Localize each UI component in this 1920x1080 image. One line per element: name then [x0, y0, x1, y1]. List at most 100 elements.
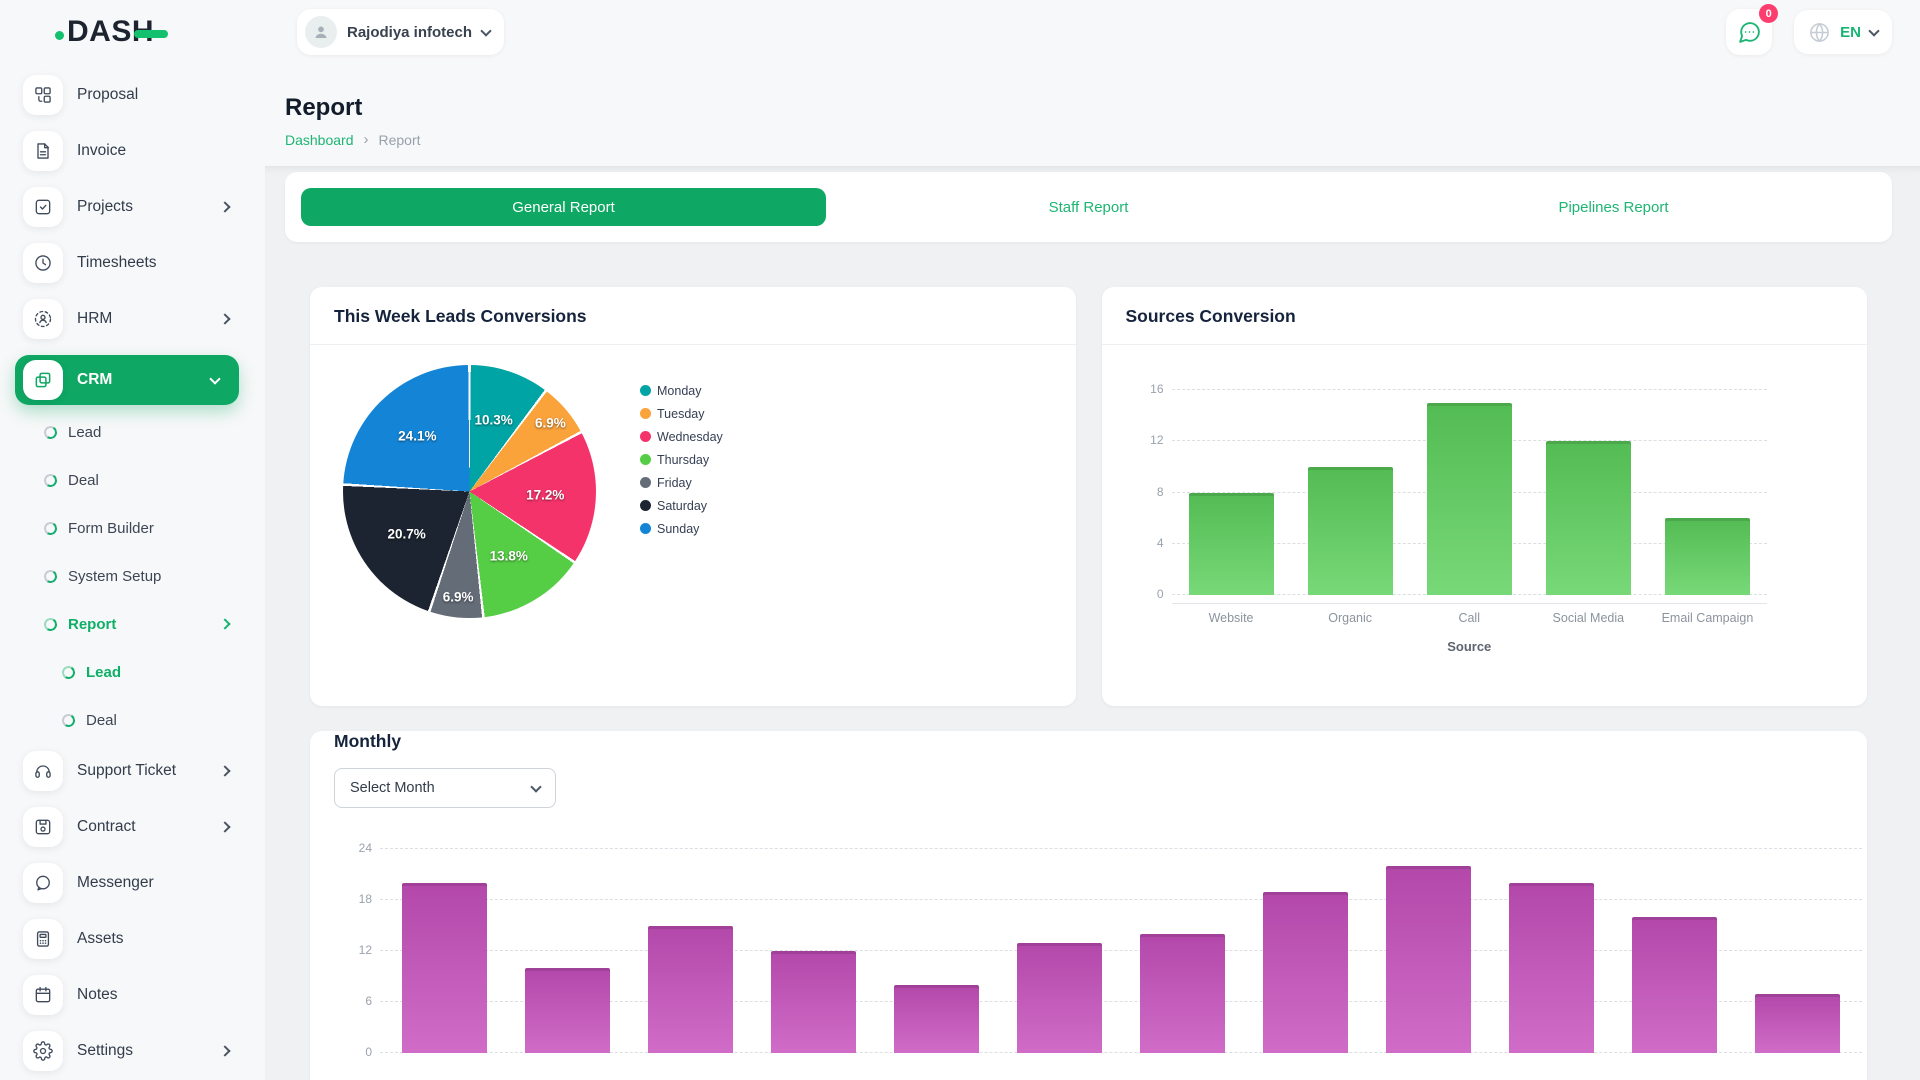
sidebar-item-deal[interactable]: Deal	[0, 463, 265, 497]
chevron-down-icon	[530, 780, 542, 793]
sidebar-item-projects[interactable]: Projects	[0, 187, 265, 227]
gridline: 6	[365, 994, 1862, 1008]
messenger-icon	[23, 863, 63, 903]
page-title: Report	[285, 94, 363, 121]
bullet-icon	[42, 616, 59, 632]
sidebar-item-messenger[interactable]: Messenger	[0, 863, 265, 903]
chevron-down-icon	[1868, 24, 1880, 37]
tab-pipelines-report[interactable]: Pipelines Report	[1558, 198, 1669, 216]
company-name: Rajodiya infotech	[347, 23, 473, 41]
bar-call	[1426, 402, 1512, 595]
x-axis-label-email-campaign: Email Campaign	[1661, 611, 1754, 625]
language-code: EN	[1840, 23, 1861, 41]
x-axis-label-website: Website	[1208, 611, 1254, 625]
sidebar-item-report[interactable]: Report	[0, 607, 265, 641]
sidebar-item-assets[interactable]: Assets	[0, 919, 265, 959]
sidebar-item-crm[interactable]: CRM	[15, 355, 239, 405]
x-axis-label-social-media: Social Media	[1552, 611, 1625, 625]
x-axis-line	[1171, 602, 1767, 604]
breadcrumb-current: Report	[378, 131, 421, 148]
sidebar-item-label: Assets	[77, 930, 124, 947]
assets-icon	[23, 919, 63, 959]
sidebar-item-settings[interactable]: Settings	[0, 1031, 265, 1071]
month-select[interactable]: Select Month	[334, 768, 556, 808]
card-header: Sources Conversion	[1101, 287, 1867, 345]
legend-label: Wednesday	[657, 429, 723, 444]
bar-9	[1386, 866, 1471, 1053]
bar-3	[648, 925, 733, 1053]
bar-7	[1140, 934, 1225, 1053]
legend-label: Friday	[657, 475, 692, 490]
legend-item-wednesday[interactable]: Wednesday	[640, 425, 723, 448]
sidebar-item-hrm[interactable]: HRM	[0, 299, 265, 339]
sidebar-item-form-builder[interactable]: Form Builder	[0, 511, 265, 545]
sidebar-item-label: Form Builder	[68, 519, 154, 537]
y-axis-tick: 4	[1156, 535, 1164, 550]
legend-item-monday[interactable]: Monday	[640, 379, 723, 402]
legend-item-thursday[interactable]: Thursday	[640, 448, 723, 471]
sidebar-item-system-setup[interactable]: System Setup	[0, 559, 265, 593]
messages-button[interactable]: 0	[1726, 4, 1779, 55]
sidebar-item-support-ticket[interactable]: Support Ticket	[0, 751, 265, 791]
invoice-icon	[23, 131, 63, 171]
bar-chart-plot: 0 6 12 18 24	[359, 841, 1862, 1059]
bar-email-campaign	[1664, 518, 1750, 595]
bullet-icon	[42, 424, 59, 440]
bars-group	[380, 849, 1862, 1053]
content-area: General Report Staff Report Pipelines Repo…	[265, 166, 1920, 1080]
sidebar-item-timesheets[interactable]: Timesheets	[0, 243, 265, 283]
legend-item-sunday[interactable]: Sunday	[640, 517, 723, 540]
legend-item-tuesday[interactable]: Tuesday	[640, 402, 723, 425]
bar-2	[525, 968, 610, 1053]
tab-general-report[interactable]: General Report	[301, 188, 826, 226]
bullet-icon	[60, 664, 77, 680]
chevron-down-icon	[480, 24, 492, 37]
y-axis-tick: 6	[365, 994, 372, 1008]
crm-icon	[23, 360, 63, 400]
sidebar-item-invoice[interactable]: Invoice	[0, 131, 265, 171]
y-axis-tick: 0	[1156, 587, 1164, 601]
sidebar-item-label: CRM	[77, 371, 113, 388]
legend-dot-icon	[640, 431, 651, 442]
sidebar-item-notes[interactable]: Notes	[0, 975, 265, 1015]
legend-dot-icon	[640, 385, 651, 396]
monthly-title: Monthly	[334, 731, 402, 751]
legend-dot-icon	[640, 523, 651, 534]
sidebar-item-proposal[interactable]: Proposal	[0, 75, 265, 115]
y-axis-tick: 16	[1150, 382, 1164, 396]
sidebar-item-lead[interactable]: Lead	[0, 655, 265, 689]
chevron-down-icon	[209, 372, 221, 385]
y-axis-tick: 12	[1150, 433, 1164, 448]
bullet-icon	[60, 712, 77, 728]
language-selector[interactable]: EN	[1794, 10, 1892, 54]
pie-slice-label-friday: 6.9%	[442, 589, 474, 605]
legend-label: Thursday	[657, 452, 710, 467]
y-axis-tick: 18	[358, 892, 372, 906]
sidebar-item-lead[interactable]: Lead	[0, 415, 265, 449]
y-axis-tick: 0	[365, 1045, 372, 1059]
bar-11	[1632, 917, 1717, 1053]
pie-chart-area: 10.3% 6.9% 17.2% 13.8% 6.9% 20.7% 24.1% Monday…	[310, 345, 1076, 705]
company-selector[interactable]: Rajodiya infotech	[297, 9, 505, 55]
sidebar-item-label: Support Ticket	[77, 762, 177, 779]
sidebar-item-deal[interactable]: Deal	[0, 703, 265, 737]
sources-bar-chart: 0 4 8 12 16 Website Organic Call Social Media Ema…	[1150, 382, 1767, 654]
breadcrumb: Dashboard › Report	[285, 131, 1892, 148]
sidebar: Proposal Invoice Projects Timesheets HRM CRM L…	[0, 64, 265, 1080]
pie-slice-label-sunday: 24.1%	[398, 428, 437, 444]
gridline: 0	[365, 1045, 1862, 1059]
report-tabs: General Report Staff Report Pipelines Repo…	[285, 172, 1892, 242]
sidebar-item-label: Deal	[86, 711, 117, 729]
breadcrumb-dashboard-link[interactable]: Dashboard	[285, 131, 354, 148]
x-axis-title: Source	[1447, 639, 1492, 654]
chevron-right-icon	[219, 313, 231, 325]
sidebar-item-contract[interactable]: Contract	[0, 807, 265, 847]
legend-item-friday[interactable]: Friday	[640, 471, 723, 494]
messages-badge: 0	[1759, 4, 1779, 23]
tab-staff-report[interactable]: Staff Report	[1048, 198, 1129, 216]
legend-item-saturday[interactable]: Saturday	[640, 494, 723, 517]
timesheets-icon	[23, 243, 63, 283]
pie-slice-label-tuesday: 6.9%	[534, 415, 566, 431]
bullet-icon	[42, 520, 59, 536]
bullet-icon	[42, 568, 59, 584]
